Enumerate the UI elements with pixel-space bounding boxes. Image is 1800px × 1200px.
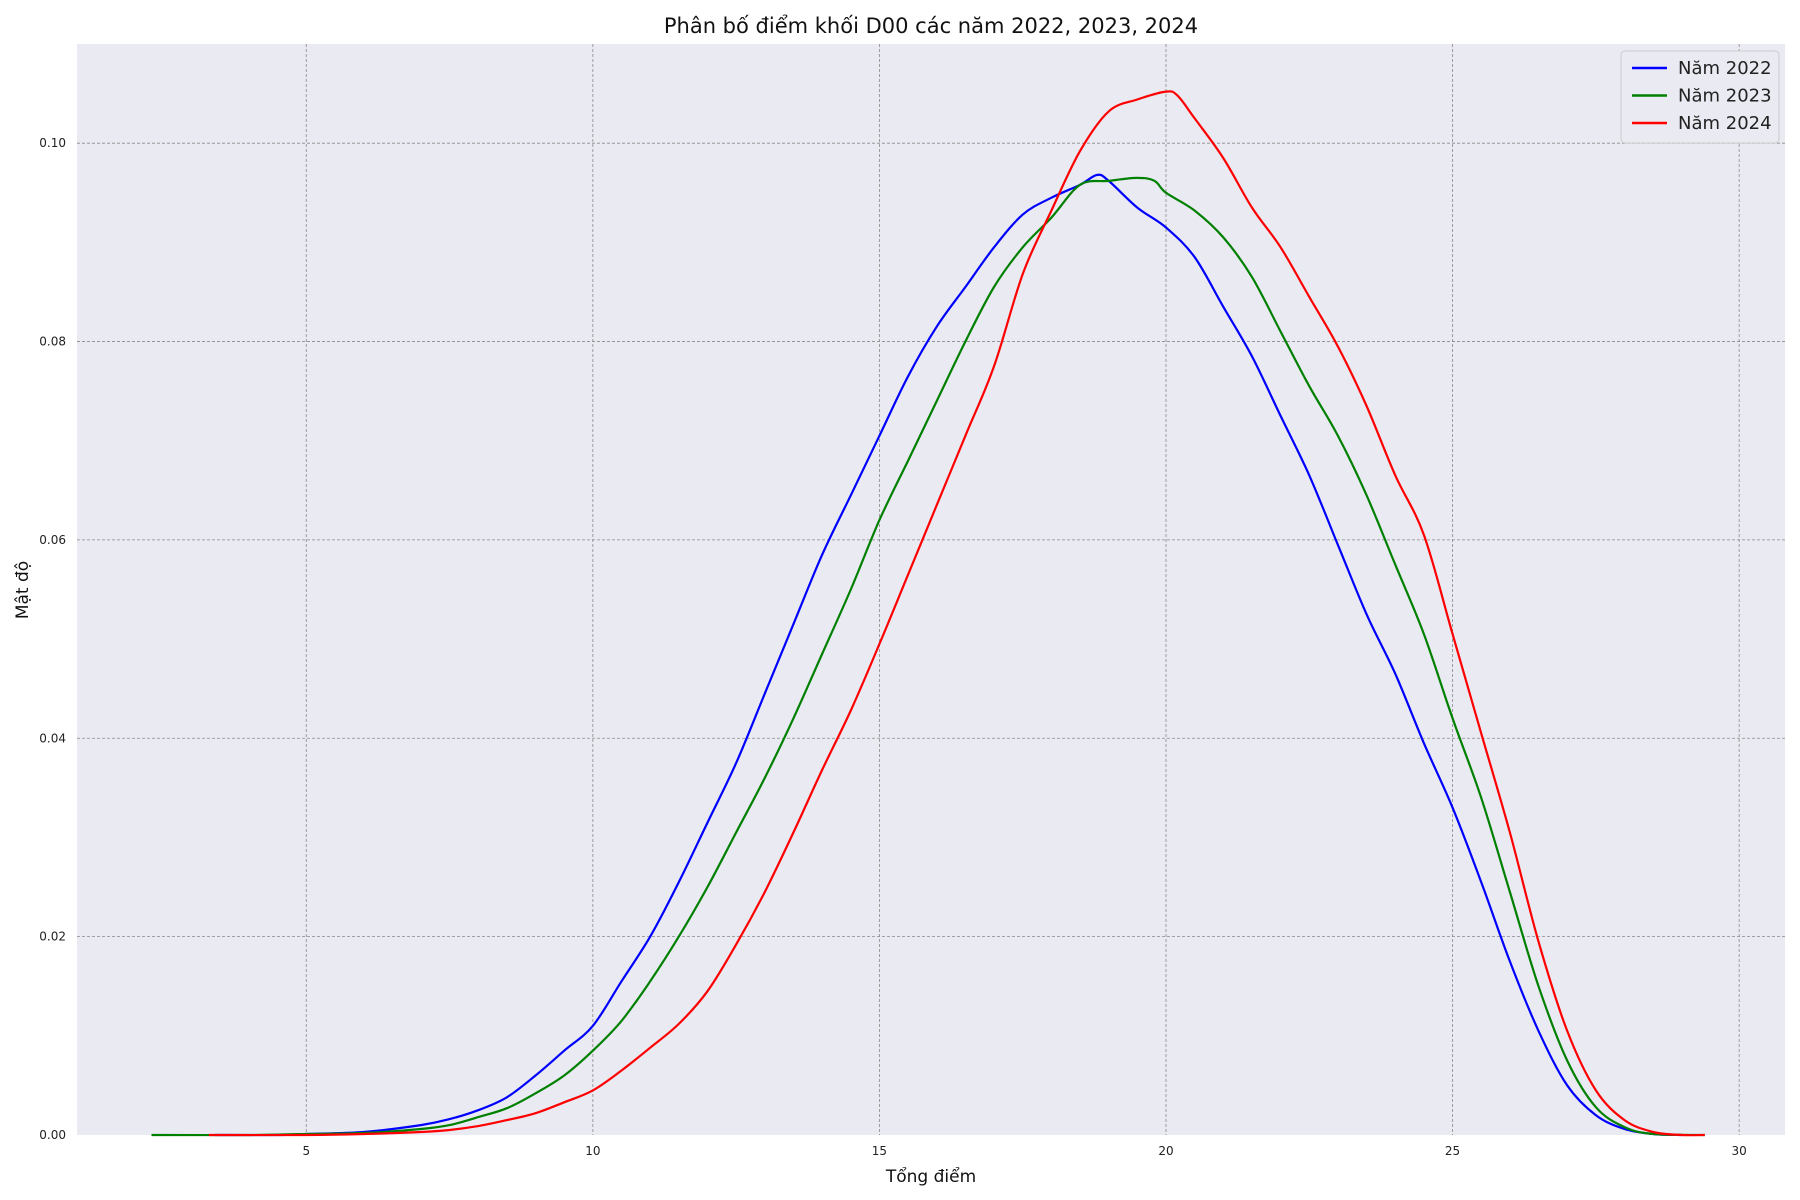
x-tick-label: 30 xyxy=(1732,1144,1747,1158)
y-tick-label: 0.08 xyxy=(39,335,66,349)
plot-area xyxy=(77,44,1785,1135)
x-tick-label: 5 xyxy=(302,1144,310,1158)
legend-label-2024: Năm 2024 xyxy=(1678,113,1772,134)
x-tick-labels: 5 10 15 20 25 30 xyxy=(302,1144,1746,1158)
x-tick-label: 15 xyxy=(872,1144,887,1158)
legend-label-2023: Năm 2023 xyxy=(1678,86,1772,107)
legend: Năm 2022 Năm 2023 Năm 2024 xyxy=(1620,50,1780,144)
chart-title: Phân bố điểm khối D00 các năm 2022, 2023… xyxy=(664,14,1198,38)
y-tick-label: 0.04 xyxy=(39,731,66,745)
series-line-2022 xyxy=(214,173,1682,1137)
y-tick-label: 0.10 xyxy=(39,136,66,150)
x-tick-label: 25 xyxy=(1445,1144,1460,1158)
series-line-2023 xyxy=(151,176,1705,1137)
legend-box xyxy=(1620,50,1780,144)
x-axis-label: Tổng điểm xyxy=(885,1166,976,1187)
y-axis-label: Mật độ xyxy=(13,561,33,619)
series-line-2024 xyxy=(208,90,1705,1137)
grid xyxy=(77,44,1785,1135)
x-tick-label: 20 xyxy=(1158,1144,1173,1158)
y-tick-label: 0.00 xyxy=(39,1128,66,1142)
x-tick-label: 10 xyxy=(585,1144,600,1158)
y-tick-label: 0.02 xyxy=(39,930,66,944)
y-tick-label: 0.06 xyxy=(39,533,66,547)
legend-label-2022: Năm 2022 xyxy=(1678,58,1772,79)
y-tick-labels: 0.00 0.02 0.04 0.06 0.08 0.10 xyxy=(39,136,66,1142)
series-layer xyxy=(151,90,1705,1137)
